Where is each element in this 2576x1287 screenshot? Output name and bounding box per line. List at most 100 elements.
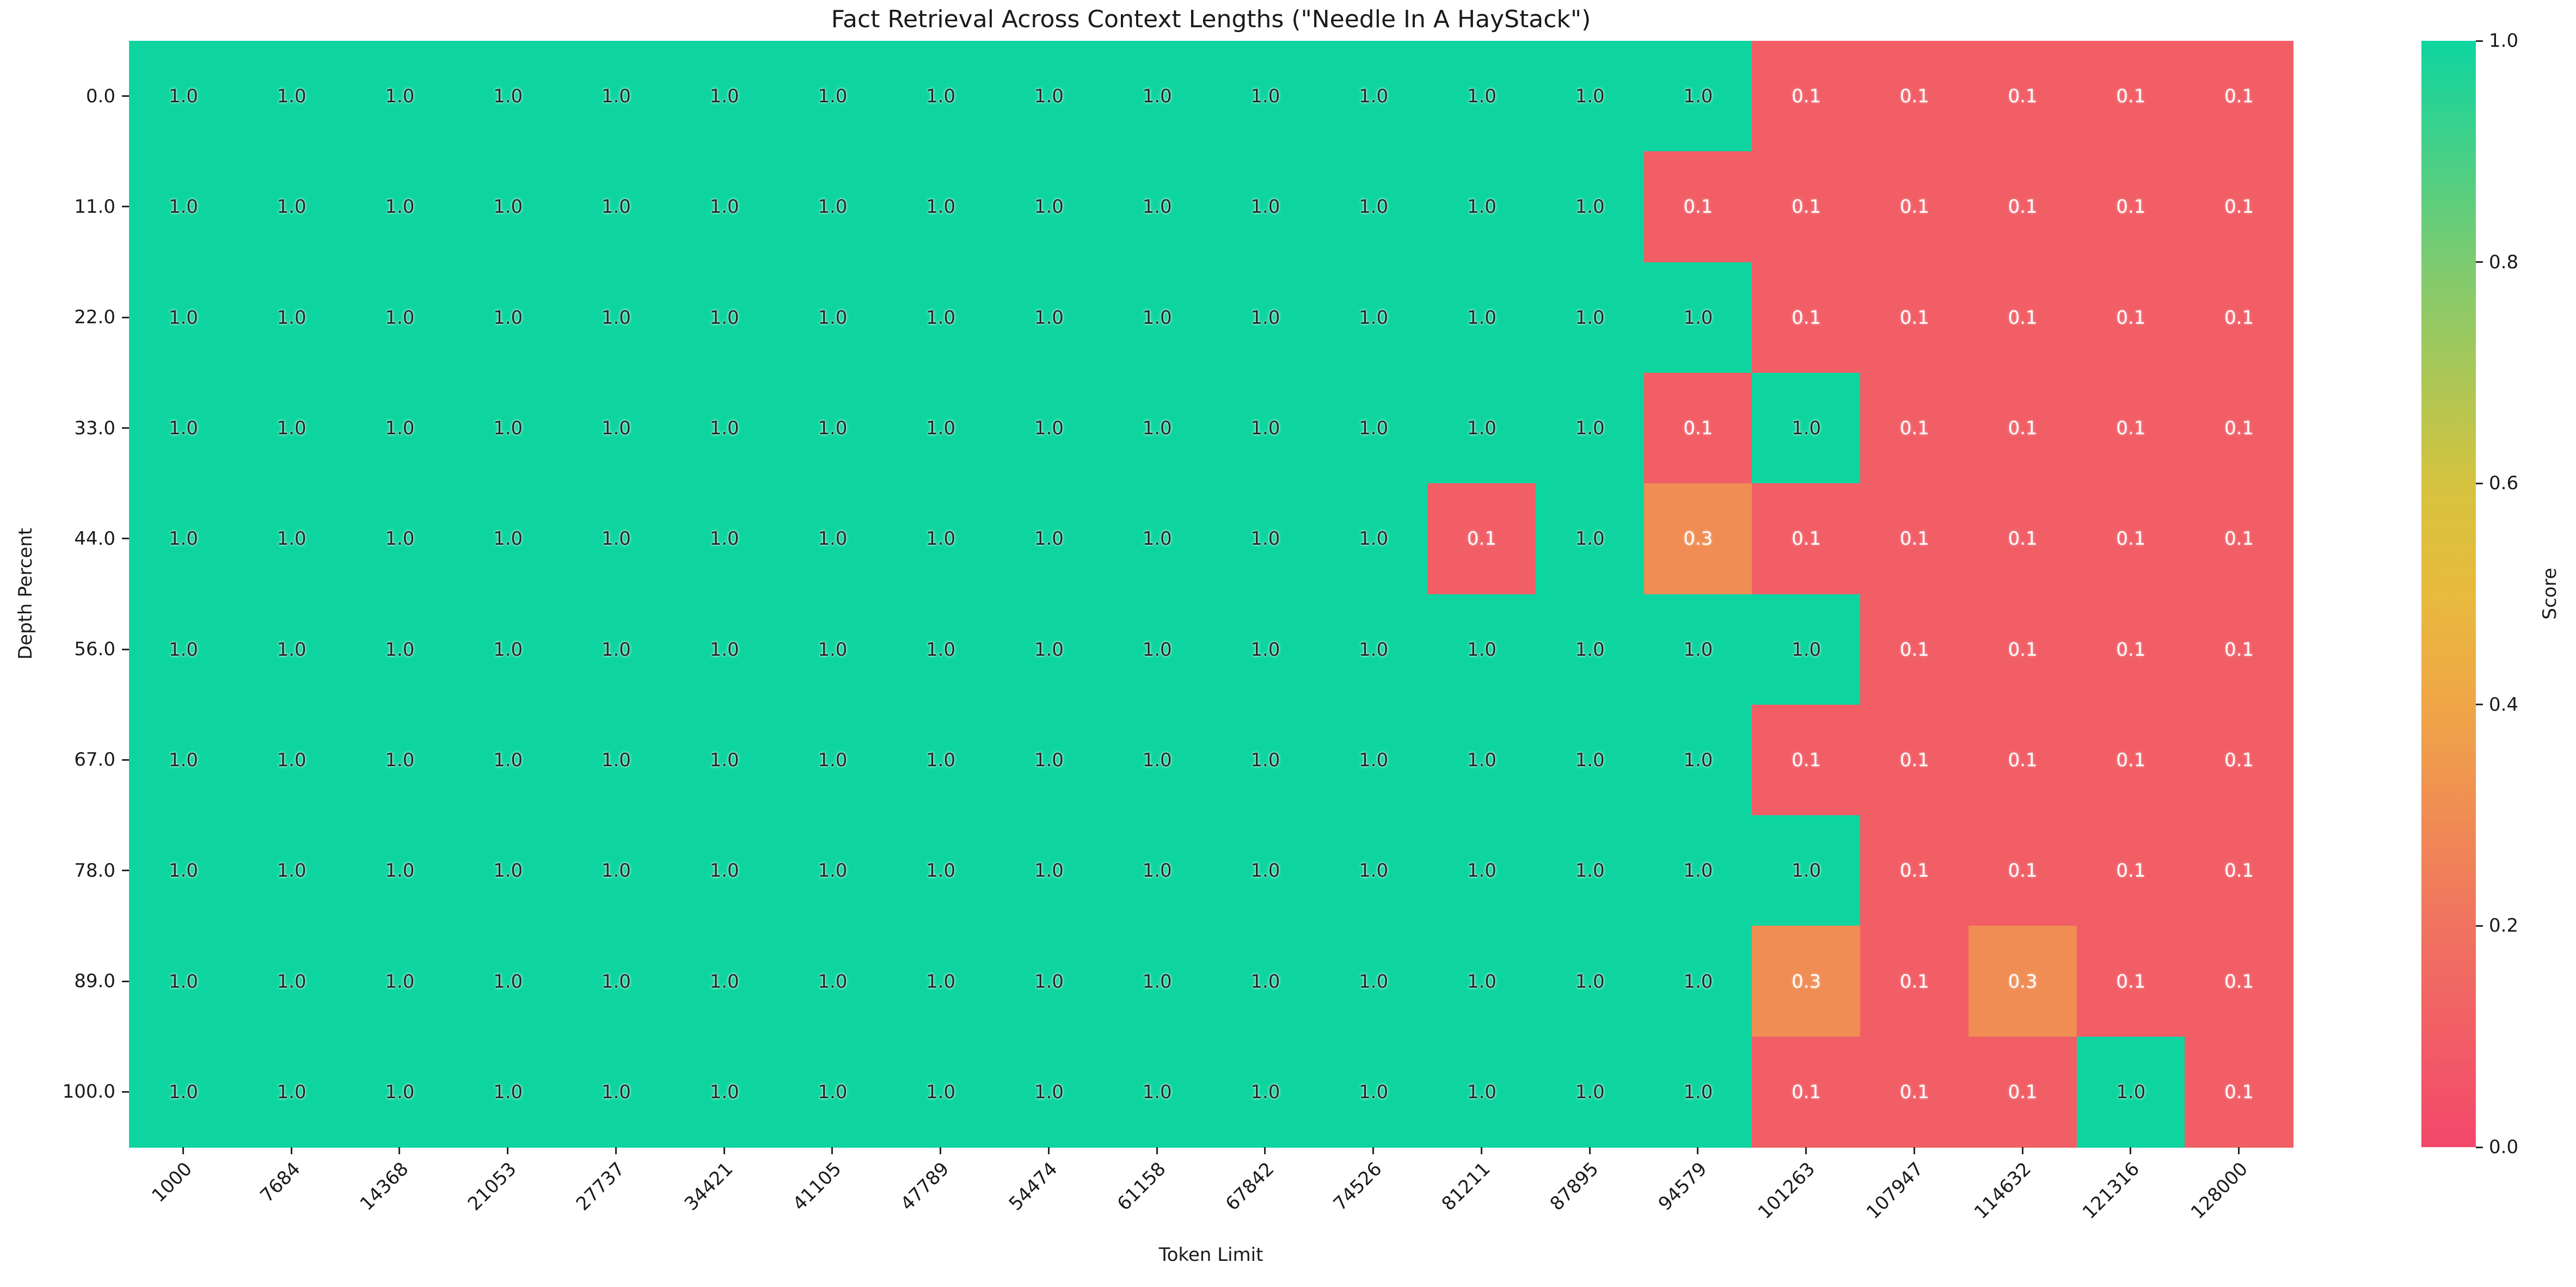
x-tick-label-text: 81211 bbox=[1437, 1158, 1495, 1215]
cell-value: 0.1 bbox=[1899, 528, 1929, 550]
x-tick-mark bbox=[2238, 1147, 2240, 1154]
heatmap-cell: 1.0 bbox=[886, 151, 995, 263]
heatmap-cell: 1.0 bbox=[886, 41, 995, 152]
cell-value: 1.0 bbox=[601, 749, 631, 771]
x-tick-label-text: 34421 bbox=[680, 1158, 738, 1215]
x-tick-label-text: 121316 bbox=[2078, 1158, 2144, 1224]
cell-value: 1.0 bbox=[277, 970, 306, 993]
heatmap-cell: 1.0 bbox=[1211, 483, 1320, 595]
heatmap-cell: 0.1 bbox=[1752, 704, 1861, 816]
heatmap-cell: 1.0 bbox=[345, 594, 455, 705]
x-tick-mark bbox=[182, 1147, 184, 1154]
cell-value: 1.0 bbox=[818, 860, 848, 882]
heatmap-cell: 1.0 bbox=[453, 594, 562, 705]
colorbar-tick-label: 0.0 bbox=[2489, 1136, 2519, 1158]
cell-value: 1.0 bbox=[1575, 970, 1605, 993]
cell-value: 0.1 bbox=[2224, 860, 2254, 882]
cell-value: 1.0 bbox=[926, 528, 956, 550]
cell-value: 1.0 bbox=[1575, 306, 1605, 329]
colorbar-tick-mark bbox=[2476, 1146, 2483, 1148]
heatmap-cell: 1.0 bbox=[129, 262, 238, 373]
y-tick-label: 100.0 bbox=[62, 1081, 115, 1103]
heatmap-cell: 1.0 bbox=[345, 926, 455, 1037]
cell-value: 1.0 bbox=[168, 306, 198, 329]
cell-value: 1.0 bbox=[493, 528, 523, 550]
cell-value: 1.0 bbox=[493, 970, 523, 993]
heatmap-cell: 0.1 bbox=[2076, 483, 2186, 595]
heatmap-cell: 1.0 bbox=[1211, 372, 1320, 484]
heatmap-cell: 1.0 bbox=[995, 704, 1103, 816]
cell-value: 1.0 bbox=[385, 196, 415, 218]
heatmap-cell: 1.0 bbox=[1643, 704, 1753, 816]
y-tick-label: 33.0 bbox=[74, 417, 115, 439]
heatmap-cell: 1.0 bbox=[778, 704, 887, 816]
cell-value: 1.0 bbox=[709, 749, 739, 771]
heatmap-cell: 1.0 bbox=[670, 1036, 779, 1148]
heatmap-cell: 1.0 bbox=[345, 372, 455, 484]
cell-value: 1.0 bbox=[1250, 860, 1280, 882]
x-tick-mark bbox=[1913, 1147, 1915, 1154]
heatmap-cell: 0.1 bbox=[2185, 704, 2293, 816]
x-tick-label-text: 61158 bbox=[1113, 1158, 1170, 1215]
heatmap-cell: 1.0 bbox=[345, 483, 455, 595]
heatmap-cell: 0.1 bbox=[1643, 372, 1753, 484]
heatmap-cell: 1.0 bbox=[562, 926, 671, 1037]
cell-value: 0.1 bbox=[2116, 528, 2146, 550]
heatmap-cell: 1.0 bbox=[345, 704, 455, 816]
heatmap-cell: 1.0 bbox=[1535, 704, 1645, 816]
x-tick-mark bbox=[940, 1147, 942, 1154]
cell-value: 1.0 bbox=[818, 528, 848, 550]
heatmap-cell: 0.1 bbox=[1968, 483, 2077, 595]
heatmap-cell: 1.0 bbox=[345, 41, 455, 152]
cell-value: 1.0 bbox=[277, 306, 306, 329]
heatmap-cell: 1.0 bbox=[129, 926, 238, 1037]
cell-value: 0.1 bbox=[2008, 196, 2038, 218]
heatmap-cell: 1.0 bbox=[1211, 815, 1320, 927]
colorbar-tick-label: 0.8 bbox=[2489, 251, 2519, 273]
cell-value: 0.1 bbox=[2224, 417, 2254, 440]
heatmap-cell: 1.0 bbox=[1319, 594, 1428, 705]
heatmap-cell: 1.0 bbox=[129, 704, 238, 816]
cell-value: 1.0 bbox=[168, 638, 198, 661]
cell-value: 1.0 bbox=[385, 638, 415, 661]
x-tick-label-text: 94579 bbox=[1654, 1158, 1712, 1215]
heatmap-cell: 0.1 bbox=[1968, 262, 2077, 373]
heatmap-cell: 1.0 bbox=[1535, 594, 1645, 705]
cell-value: 1.0 bbox=[385, 417, 415, 440]
heatmap-cell: 1.0 bbox=[1102, 704, 1212, 816]
cell-value: 1.0 bbox=[493, 1081, 523, 1103]
cell-value: 1.0 bbox=[168, 417, 198, 440]
heatmap-cell: 0.1 bbox=[2076, 41, 2186, 152]
y-tick-label: 78.0 bbox=[74, 859, 115, 882]
heatmap-cell: 1.0 bbox=[237, 594, 346, 705]
cell-value: 1.0 bbox=[493, 85, 523, 108]
heatmap-cell: 1.0 bbox=[453, 926, 562, 1037]
cell-value: 1.0 bbox=[1142, 417, 1172, 440]
heatmap-cell: 1.0 bbox=[778, 926, 887, 1037]
cell-value: 1.0 bbox=[1683, 306, 1713, 329]
cell-value: 1.0 bbox=[926, 638, 956, 661]
cell-value: 1.0 bbox=[1034, 306, 1064, 329]
heatmap-cell: 1.0 bbox=[453, 704, 562, 816]
cell-value: 1.0 bbox=[1792, 638, 1821, 661]
cell-value: 1.0 bbox=[168, 860, 198, 882]
cell-value: 1.0 bbox=[1250, 417, 1280, 440]
heatmap-cell: 0.1 bbox=[2076, 815, 2186, 927]
cell-value: 1.0 bbox=[1359, 417, 1389, 440]
heatmap-cell: 0.1 bbox=[2076, 704, 2186, 816]
heatmap-cell: 1.0 bbox=[1319, 372, 1428, 484]
heatmap-cell: 1.0 bbox=[886, 926, 995, 1037]
heatmap-cell: 1.0 bbox=[886, 262, 995, 373]
colorbar-score-label: Score bbox=[2539, 568, 2561, 620]
cell-value: 0.1 bbox=[2116, 417, 2146, 440]
cell-value: 1.0 bbox=[1034, 528, 1064, 550]
cell-value: 1.0 bbox=[1683, 970, 1713, 993]
heatmap-cell: 1.0 bbox=[562, 151, 671, 263]
y-tick-label: 89.0 bbox=[74, 970, 115, 993]
heatmap-cell: 0.1 bbox=[1860, 1036, 1969, 1148]
cell-value: 1.0 bbox=[277, 85, 306, 108]
cell-value: 1.0 bbox=[709, 306, 739, 329]
heatmap-cell: 1.0 bbox=[886, 704, 995, 816]
heatmap-cell: 1.0 bbox=[995, 262, 1103, 373]
